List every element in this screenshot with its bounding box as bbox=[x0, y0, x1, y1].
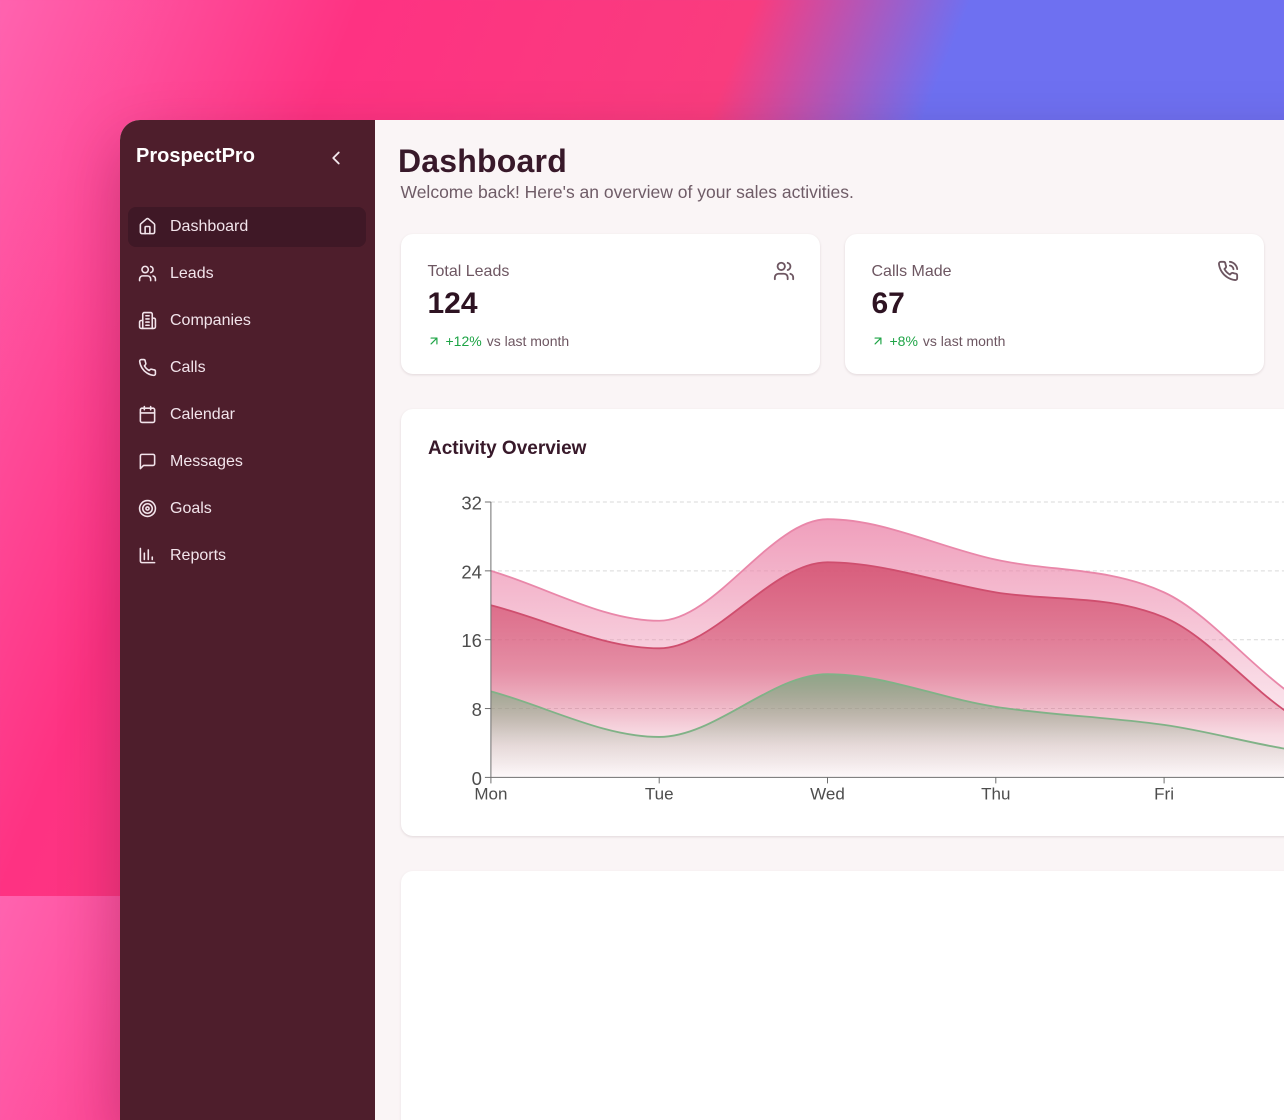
svg-text:Fri: Fri bbox=[1154, 784, 1174, 803]
svg-text:16: 16 bbox=[461, 630, 482, 651]
svg-text:0: 0 bbox=[471, 768, 481, 789]
svg-text:Mon: Mon bbox=[474, 784, 507, 803]
svg-text:32: 32 bbox=[461, 493, 482, 514]
svg-text:Wed: Wed bbox=[810, 784, 845, 803]
svg-text:24: 24 bbox=[461, 561, 482, 582]
svg-text:Thu: Thu bbox=[981, 784, 1010, 803]
svg-text:8: 8 bbox=[471, 699, 481, 720]
svg-text:Tue: Tue bbox=[644, 784, 673, 803]
